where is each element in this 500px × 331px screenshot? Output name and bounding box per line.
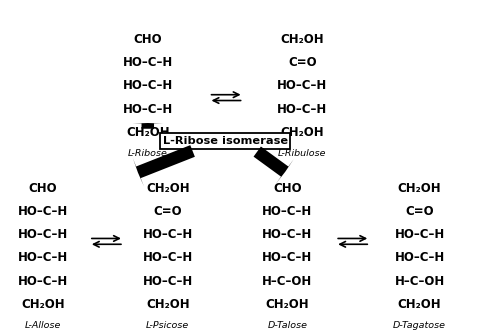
Text: CH₂OH: CH₂OH — [280, 33, 324, 46]
Text: HO–C–H: HO–C–H — [18, 205, 68, 218]
Text: C=O: C=O — [288, 56, 316, 69]
Text: HO–C–H: HO–C–H — [142, 228, 193, 241]
Text: L-Psicose: L-Psicose — [146, 321, 190, 330]
Text: CHO: CHO — [273, 182, 302, 195]
Text: HO–C–H: HO–C–H — [18, 251, 68, 264]
Text: HO–C–H: HO–C–H — [394, 228, 444, 241]
Text: HO–C–H: HO–C–H — [394, 251, 444, 264]
Text: HO–C–H: HO–C–H — [18, 228, 68, 241]
Text: HO–C–H: HO–C–H — [262, 205, 312, 218]
Text: L-Allose: L-Allose — [25, 321, 62, 330]
Text: HO–C–H: HO–C–H — [142, 275, 193, 288]
Text: H–C–OH: H–C–OH — [262, 275, 312, 288]
Text: CH₂OH: CH₂OH — [22, 298, 65, 311]
Text: CHO: CHO — [134, 33, 162, 46]
Text: CH₂OH: CH₂OH — [280, 126, 324, 139]
Text: HO–C–H: HO–C–H — [262, 228, 312, 241]
Text: HO–C–H: HO–C–H — [18, 275, 68, 288]
Text: CH₂OH: CH₂OH — [266, 298, 309, 311]
Text: L-Ribulose: L-Ribulose — [278, 149, 326, 158]
Text: CH₂OH: CH₂OH — [398, 298, 442, 311]
Text: H–C–OH: H–C–OH — [394, 275, 444, 288]
Text: CH₂OH: CH₂OH — [146, 182, 190, 195]
Text: HO–C–H: HO–C–H — [262, 251, 312, 264]
Text: D-Tagatose: D-Tagatose — [393, 321, 446, 330]
Text: D-Talose: D-Talose — [268, 321, 308, 330]
Text: HO–C–H: HO–C–H — [122, 79, 173, 92]
Text: CH₂OH: CH₂OH — [126, 126, 170, 139]
Text: C=O: C=O — [405, 205, 434, 218]
Text: C=O: C=O — [154, 205, 182, 218]
Text: HO–C–H: HO–C–H — [122, 56, 173, 69]
Text: L-Ribose: L-Ribose — [128, 149, 168, 158]
Text: CH₂OH: CH₂OH — [398, 182, 442, 195]
Text: CH₂OH: CH₂OH — [146, 298, 190, 311]
Text: L-Ribose isomerase: L-Ribose isomerase — [162, 136, 288, 146]
Text: CHO: CHO — [29, 182, 58, 195]
Text: HO–C–H: HO–C–H — [142, 251, 193, 264]
Text: HO–C–H: HO–C–H — [277, 79, 328, 92]
Text: HO–C–H: HO–C–H — [122, 103, 173, 116]
Text: HO–C–H: HO–C–H — [277, 103, 328, 116]
